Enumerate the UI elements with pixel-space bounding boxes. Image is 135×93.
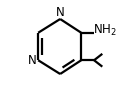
- Text: N: N: [27, 54, 36, 67]
- Text: N: N: [56, 6, 65, 19]
- Text: NH$_2$: NH$_2$: [93, 23, 117, 38]
